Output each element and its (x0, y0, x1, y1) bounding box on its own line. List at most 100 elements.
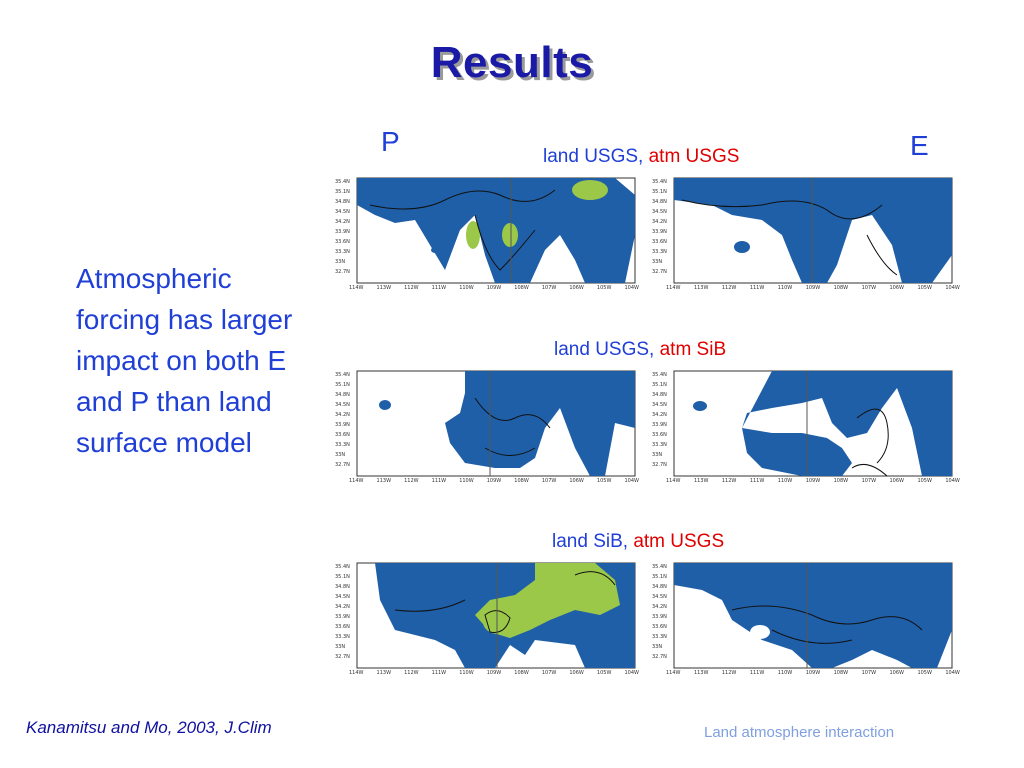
lat-tick: 32.7N (335, 462, 350, 468)
lon-tick: 105W (917, 285, 932, 291)
footer-topic: Land atmosphere interaction (704, 724, 895, 741)
map-p-row3: 35.4N 35.1N 34.8N 34.5N 34.2N 33.9N 33.6… (335, 560, 640, 682)
lon-tick: 105W (596, 478, 612, 484)
lon-tick: 108W (833, 478, 849, 484)
lon-tick: 108W (833, 670, 849, 676)
column-label-e: E (910, 130, 929, 161)
lat-tick: 35.1N (335, 189, 350, 195)
map-e-row1: 35.4N 35.1N 34.8N 34.5N 34.2N 33.9N 33.6… (652, 175, 962, 297)
lat-tick: 35.1N (652, 382, 667, 388)
lat-tick: 35.4N (335, 372, 350, 378)
lat-tick: 34.5N (652, 594, 667, 600)
lon-tick: 105W (596, 670, 612, 676)
lat-tick: 33.6N (335, 624, 350, 630)
lon-tick: 104W (945, 478, 960, 484)
lat-tick: 34.5N (652, 402, 667, 408)
lat-tick: 33N (652, 452, 663, 458)
lon-tick: 112W (721, 478, 737, 484)
lat-tick: 34.5N (652, 209, 667, 215)
lon-tick: 106W (569, 285, 584, 291)
map-e-row1-lon-axis: 114W 113W 112W 111W 110W 109W 108W 107W … (666, 285, 960, 291)
lon-tick: 106W (889, 478, 905, 484)
lat-tick: 32.7N (652, 462, 667, 468)
map-p-row2-lon-axis: 114W 113W 112W 111W 110W 109W 108W 107W … (349, 478, 639, 484)
map-p-row2: 35.4N 35.1N 34.8N 34.5N 34.2N 33.9N 33.6… (335, 368, 640, 490)
lat-tick: 33N (335, 452, 346, 458)
lat-tick: 34.2N (335, 412, 350, 418)
row-label-1-land: land USGS, (543, 146, 644, 167)
lat-tick: 35.4N (335, 179, 350, 185)
lon-tick: 104W (624, 478, 639, 484)
map-p-row1-lon-axis: 114W 113W 112W 111W 110W 109W 108W 107W … (349, 285, 639, 291)
map-e-row3-lon-axis: 114W 113W 112W 111W 110W 109W 108W 107W … (666, 670, 960, 676)
lon-tick: 107W (861, 478, 877, 484)
lat-tick: 33.9N (335, 422, 350, 428)
lat-tick: 32.7N (335, 654, 350, 660)
lat-tick: 33.9N (335, 229, 350, 235)
lat-tick: 34.2N (652, 604, 667, 610)
lon-tick: 108W (514, 670, 529, 676)
lat-tick: 33N (652, 644, 663, 650)
map-e-row3: 35.4N 35.1N 34.8N 34.5N 34.2N 33.9N 33.6… (652, 560, 962, 682)
lon-tick: 110W (777, 478, 793, 484)
row-label-3: land SiB, atm USGS (552, 531, 724, 553)
row-label-1-atm: atm USGS (648, 146, 740, 167)
lon-tick: 106W (889, 670, 905, 676)
lat-tick: 33.3N (335, 442, 350, 448)
lat-tick: 33.6N (652, 624, 667, 630)
map-e-row1-lat-axis: 35.4N 35.1N 34.8N 34.5N 34.2N 33.9N 33.6… (652, 177, 667, 277)
lon-tick: 111W (749, 285, 765, 291)
lon-tick: 113W (693, 670, 709, 676)
lon-tick: 112W (721, 285, 737, 291)
lat-tick: 34.8N (335, 199, 350, 205)
lat-tick: 32.7N (652, 269, 667, 275)
lon-tick: 111W (749, 670, 765, 676)
lon-tick: 113W (376, 670, 392, 676)
map-p-row1: 35.4N 35.1N 34.8N 34.5N 34.2N 33.9N 33.6… (335, 175, 640, 297)
map-p-row3-lat-axis: 35.4N 35.1N 34.8N 34.5N 34.2N 33.9N 33.6… (335, 562, 350, 662)
lon-tick: 104W (624, 670, 639, 676)
lon-tick: 106W (569, 478, 584, 484)
lat-tick: 35.4N (652, 564, 667, 570)
lat-tick: 35.1N (335, 382, 350, 388)
lon-tick: 107W (861, 285, 877, 291)
row-label-2-land: land USGS, (554, 339, 655, 360)
lon-tick: 114W (349, 285, 364, 291)
lon-tick: 109W (805, 670, 821, 676)
lat-tick: 33.9N (652, 614, 667, 620)
lon-tick: 107W (861, 670, 877, 676)
lat-tick: 33.9N (652, 422, 667, 428)
lat-tick: 35.1N (335, 574, 350, 580)
lat-tick: 33N (652, 259, 663, 265)
lon-tick: 114W (666, 478, 681, 484)
lat-tick: 33N (335, 259, 346, 265)
lon-tick: 107W (541, 478, 557, 484)
map-e-row3-lat-axis: 35.4N 35.1N 34.8N 34.5N 34.2N 33.9N 33.6… (652, 562, 667, 662)
lat-tick: 32.7N (335, 269, 350, 275)
lon-tick: 109W (486, 285, 502, 291)
lon-tick: 105W (917, 478, 932, 484)
lon-tick: 107W (541, 670, 557, 676)
map-e-row2-lon-axis: 114W 113W 112W 111W 110W 109W 108W 107W … (666, 478, 960, 484)
lat-tick: 34.2N (652, 219, 667, 225)
lon-tick: 107W (541, 285, 557, 291)
footer-citation: Kanamitsu and Mo, 2003, J.Clim (26, 718, 272, 737)
lon-tick: 110W (777, 670, 793, 676)
lat-tick: 34.8N (652, 199, 667, 205)
lon-tick: 111W (431, 478, 447, 484)
lat-tick: 34.5N (335, 402, 350, 408)
row-label-3-land: land SiB, (552, 531, 629, 552)
map-e-row2-lat-axis: 35.4N 35.1N 34.8N 34.5N 34.2N 33.9N 33.6… (652, 370, 667, 470)
lon-tick: 109W (486, 478, 502, 484)
lon-tick: 108W (514, 478, 529, 484)
lon-tick: 108W (833, 285, 849, 291)
lat-tick: 34.5N (335, 594, 350, 600)
slide-title: Results (430, 38, 594, 87)
lon-tick: 112W (404, 670, 419, 676)
lat-tick: 32.7N (652, 654, 667, 660)
lat-tick: 33.3N (335, 634, 350, 640)
lat-tick: 35.4N (335, 564, 350, 570)
lon-tick: 111W (749, 478, 765, 484)
row-label-2: land USGS, atm SiB (554, 339, 726, 361)
lat-tick: 33.3N (335, 249, 350, 255)
